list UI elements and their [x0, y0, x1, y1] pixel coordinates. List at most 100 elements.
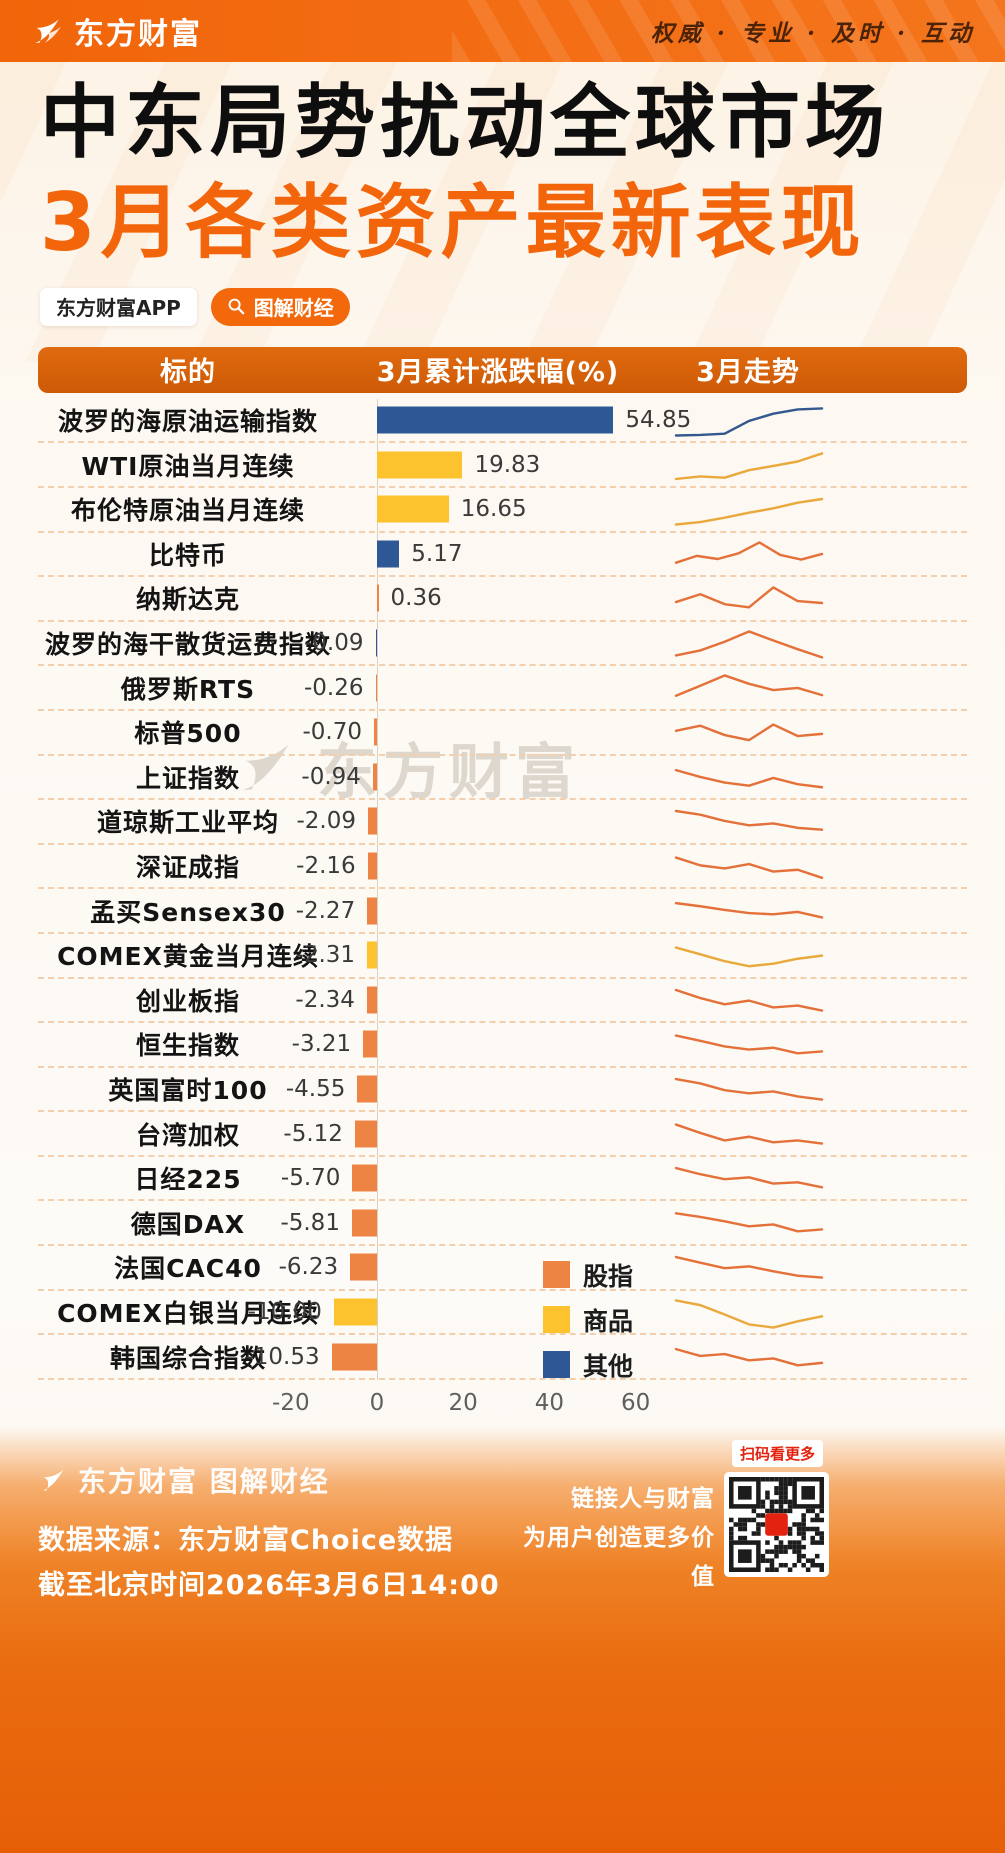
trend-sparkline [674, 946, 824, 968]
asset-name: 纳斯达克 [135, 585, 240, 615]
value-bar [367, 852, 377, 880]
axis-tick-label: 20 [448, 1389, 478, 1416]
value-bar [377, 540, 400, 568]
qr-code [724, 1471, 829, 1577]
value-label: -5.70 [280, 1165, 341, 1192]
asset-row: 恒生指数 -3.21 [38, 1023, 967, 1068]
footer-brand-text: 东方财富 图解财经 [78, 1464, 330, 1498]
asset-row: 日经225 -5.70 [38, 1157, 967, 1202]
qr-label: 扫码看更多 [732, 1439, 824, 1467]
value-bar [352, 1164, 377, 1192]
value-bar [354, 1120, 377, 1148]
asset-name: 孟买Sensex30 [90, 897, 286, 927]
asset-row: 波罗的海干散货运费指数 -0.09 [38, 622, 967, 667]
asset-name: 英国富时100 [108, 1075, 268, 1105]
app-button[interactable]: 东方财富APP [40, 287, 197, 326]
legend-swatch [543, 1351, 570, 1379]
asset-row: 深证成指 -2.16 [38, 845, 967, 890]
value-bar [367, 941, 377, 969]
trend-sparkline [674, 452, 824, 481]
asset-row: 创业板指 -2.34 [38, 979, 967, 1024]
asset-row: 德国DAX -5.81 [38, 1201, 967, 1247]
value-label: -2.31 [295, 942, 356, 969]
asset-row: 上证指数 -0.94 [38, 756, 967, 801]
qr-block: 扫码看更多 [724, 1439, 830, 1577]
legend-item: 商品 [543, 1306, 633, 1336]
asset-row: WTI原油当月连续 19.83 [38, 443, 967, 488]
value-label: -2.16 [296, 853, 356, 880]
asset-row: 布伦特原油当月连续 16.65 [38, 488, 967, 533]
value-bar [333, 1298, 377, 1326]
asset-row: 波罗的海原油运输指数 54.85 [38, 399, 967, 444]
asset-row: 孟买Sensex30 -2.27 [38, 889, 967, 934]
value-bar [377, 406, 614, 434]
value-label: -0.94 [301, 763, 361, 790]
trend-sparkline [674, 497, 824, 526]
value-label: 16.65 [460, 496, 527, 523]
axis-tick-label: -20 [272, 1389, 310, 1416]
value-label: 19.83 [474, 451, 541, 478]
trend-sparkline [674, 674, 824, 698]
asset-name: 俄罗斯RTS [120, 674, 256, 704]
headline: 中东局势扰动全球市场 3月各类资产最新表现 [40, 76, 1005, 271]
trend-sparkline [674, 988, 824, 1012]
value-label: -2.34 [295, 986, 355, 1013]
trend-sparkline [674, 1077, 824, 1101]
axis-tick-label: 60 [620, 1389, 651, 1416]
tag-button[interactable]: 图解财经 [210, 287, 350, 326]
footer-slogan-line1: 链接人与财富 [571, 1485, 715, 1512]
asset-row: 韩国综合指数 -10.53 [38, 1335, 967, 1380]
legend-swatch [543, 1261, 570, 1289]
asset-name: COMEX白银当月连续 [57, 1298, 319, 1328]
legend-label: 其他 [583, 1351, 634, 1381]
asset-name: 波罗的海干散货运费指数 [44, 630, 331, 660]
asset-name: 台湾加权 [135, 1120, 240, 1150]
brand-name: 东方财富 [74, 17, 202, 52]
asset-name: 比特币 [148, 540, 227, 570]
footer: 东方财富 图解财经 链接人与财富 为用户创造更多价值 数据来源：东方财富Choi… [0, 1425, 1005, 1853]
asset-name: 深证成指 [135, 853, 240, 883]
value-label: -5.81 [280, 1209, 340, 1236]
trend-sparkline [674, 1212, 824, 1233]
asset-name: 韩国综合指数 [109, 1343, 266, 1373]
value-label: -0.09 [303, 630, 364, 657]
value-bar [350, 1253, 377, 1281]
asset-name: 道琼斯工业平均 [96, 808, 279, 838]
search-icon [228, 298, 245, 315]
legend-item: 股指 [543, 1261, 633, 1291]
asset-row: 台湾加权 -5.12 [38, 1112, 967, 1157]
value-bar [367, 897, 377, 925]
asset-row: 英国富时100 -4.55 [38, 1068, 967, 1113]
asset-name: 创业板指 [135, 986, 240, 1016]
value-bar [373, 718, 377, 746]
value-label: -0.26 [303, 674, 364, 701]
asset-name: COMEX黄金当月连续 [57, 942, 319, 972]
legend-label: 股指 [583, 1261, 634, 1291]
legend: 股指商品其他 [543, 1261, 633, 1381]
chart-rows: 波罗的海原油运输指数 54.85 WTI原油当月连续 19.83 布伦特原油当月连续 16… [38, 398, 967, 1380]
footer-brand: 东方财富 图解财经 [38, 1460, 330, 1500]
trend-sparkline [674, 1348, 824, 1367]
asset-name: 法国CAC40 [114, 1254, 262, 1284]
asset-name: 德国DAX [130, 1209, 246, 1239]
top-header-bar: 东方财富 权威 · 专业 · 及时 · 互动 [0, 0, 1005, 62]
asset-row: 纳斯达克 0.36 [38, 577, 967, 622]
data-source: 数据来源：东方财富Choice数据 [38, 1524, 454, 1556]
asset-row: COMEX黄金当月连续 -2.31 [38, 934, 967, 979]
trend-sparkline [674, 1166, 824, 1189]
trend-sparkline [674, 1034, 824, 1055]
footer-logo-icon [42, 1469, 64, 1491]
data-as-of: 截至北京时间2026年3月6日14:00 [38, 1569, 500, 1601]
legend-item: 其他 [543, 1351, 633, 1381]
asset-row: 道琼斯工业平均 -2.09 [38, 800, 967, 845]
value-label: -5.12 [283, 1120, 343, 1147]
value-bar [351, 1209, 377, 1237]
asset-row: 标普500 -0.70 [38, 711, 967, 756]
asset-row: 法国CAC40 -6.23 [38, 1246, 967, 1291]
trend-sparkline [674, 856, 824, 879]
value-bar [377, 495, 449, 523]
asset-name: WTI原油当月连续 [81, 451, 295, 481]
value-bar [372, 763, 377, 791]
asset-name: 日经225 [134, 1165, 242, 1195]
trend-sparkline [674, 629, 824, 659]
